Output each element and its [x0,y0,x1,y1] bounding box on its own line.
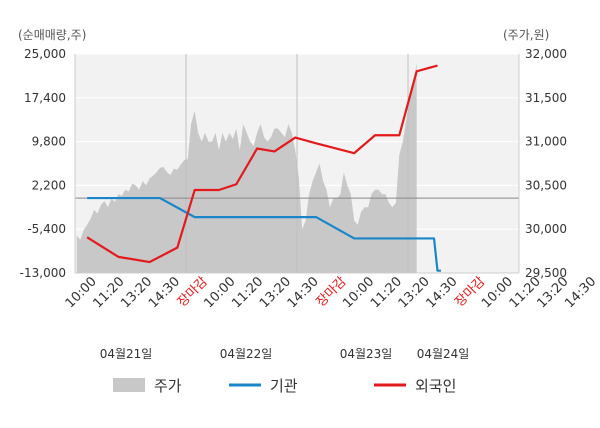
left-axis-unit: (순매매량,주) [18,28,86,42]
y-right-tick-label: 32,000 [525,47,567,61]
y-left-tick-label: 2,200 [32,178,66,192]
y-left-tick-label: -5,400 [27,222,66,236]
legend-swatch-price [113,378,145,392]
y-right-tick-label: 30,500 [525,178,567,192]
x-tick-label: 14:30 [146,274,183,311]
legend-label: 기관 [270,377,298,395]
y-left-tick-label: 17,400 [24,91,66,105]
right-axis-unit: (주가,원) [503,28,549,42]
y-left-tick-label: 9,800 [32,135,66,149]
y-right-tick-label: 31,500 [525,91,567,105]
date-label: 04월24일 [417,347,470,361]
y-left-tick-label: -13,000 [20,266,66,280]
foreign-line [86,64,438,264]
legend: 주가 기관 외국인 [113,377,456,395]
right-axis: 32,000 31,500 31,000 30,500 30,000 29,500 [525,47,567,280]
x-tick-label: 14:30 [423,274,460,311]
y-right-tick-label: 30,000 [525,222,567,236]
x-tick-label: 14:30 [562,274,599,311]
date-labels: 04월21일 04월22일 04월23일 04월24일 [100,347,470,361]
y-left-tick-label: 25,000 [24,47,66,61]
date-label: 04월23일 [340,347,393,361]
legend-label: 주가 [154,377,182,395]
x-tick-label: 14:30 [285,274,322,311]
y-right-tick-label: 31,000 [525,135,567,149]
left-axis: 25,000 17,400 9,800 2,200 -5,400 -13,000 [20,47,66,280]
y-right-tick-label: 29,500 [525,266,567,280]
date-label: 04월22일 [220,347,273,361]
plot-area [74,53,520,274]
date-label: 04월21일 [100,347,153,361]
x-axis: 10:0011:2013:2014:30장마감10:0011:2013:2014… [63,274,600,311]
legend-label: 외국인 [415,377,456,395]
institution-line [87,196,441,272]
